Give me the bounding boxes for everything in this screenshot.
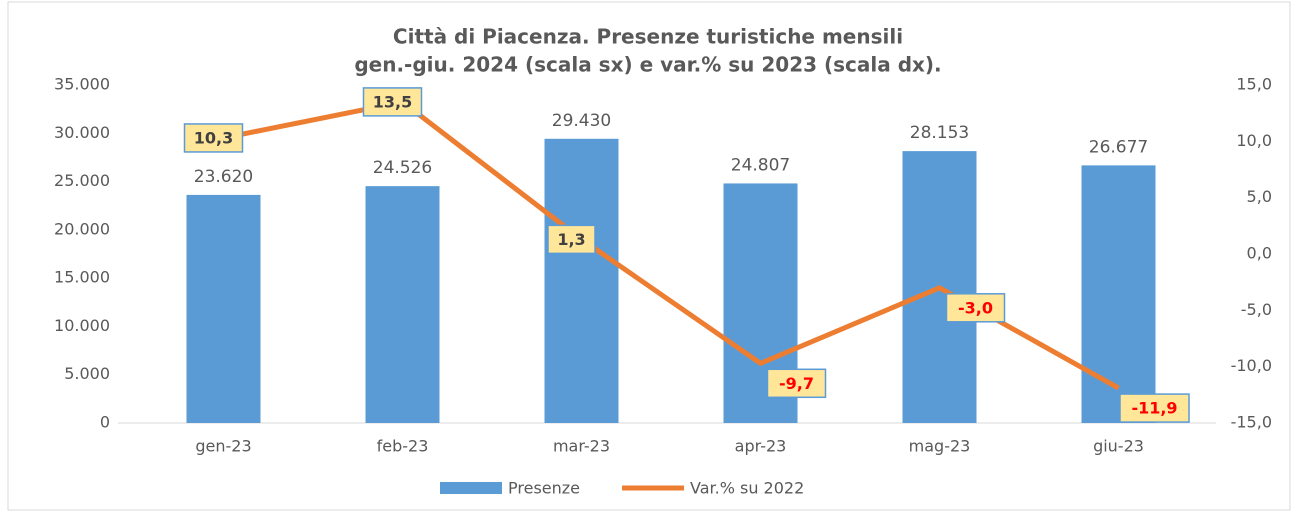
y2-tick-label: 10,0 <box>1236 131 1272 150</box>
line-label: 13,5 <box>373 92 412 111</box>
line-label: -9,7 <box>779 374 814 393</box>
x-tick-label: feb-23 <box>377 437 429 456</box>
x-tick-label: mag-23 <box>909 437 971 456</box>
line-label-box <box>183 123 244 153</box>
line-label: -11,9 <box>1131 399 1177 418</box>
line-label-box <box>1119 393 1190 423</box>
line-label-box <box>362 87 423 117</box>
x-tick-label: giu-23 <box>1093 437 1144 456</box>
bar <box>365 186 440 423</box>
bar-label: 29.430 <box>552 111 611 131</box>
y2-tick-label: -15,0 <box>1231 413 1272 432</box>
bar-label: 24.807 <box>731 155 790 175</box>
bar <box>544 138 619 423</box>
y-tick-label: 25.000 <box>54 171 110 190</box>
chart-subtitle: gen.-giu. 2024 (scala sx) e var.% su 202… <box>354 53 941 77</box>
line-label: 10,3 <box>194 128 233 147</box>
y2-tick-label: 15,0 <box>1236 75 1272 94</box>
y-tick-label: 0 <box>100 413 110 432</box>
y-tick-label: 20.000 <box>54 219 110 238</box>
x-tick-label: mar-23 <box>553 437 610 456</box>
y-tick-label: 5.000 <box>64 364 110 383</box>
y2-tick-label: -5,0 <box>1241 300 1272 319</box>
line-label-box <box>547 224 596 255</box>
x-tick-label: gen-23 <box>195 437 251 456</box>
y-tick-label: 10.000 <box>54 316 110 335</box>
line-label-box <box>766 368 827 399</box>
y2-tick-label: -10,0 <box>1231 356 1272 375</box>
y-tick-label: 30.000 <box>54 123 110 142</box>
line-label: 1,3 <box>557 230 585 249</box>
y2-tick-label: 5,0 <box>1247 187 1272 206</box>
line-label-box <box>945 293 1006 323</box>
bar-label: 24.526 <box>373 158 432 178</box>
legend-label: Var.% su 2022 <box>690 479 804 498</box>
legend-label: Presenze <box>508 479 580 498</box>
line-label: -3,0 <box>958 298 993 317</box>
chart-title: Città di Piacenza. Presenze turistiche m… <box>393 25 903 49</box>
bar <box>1081 165 1156 423</box>
y2-tick-label: 0,0 <box>1247 244 1272 263</box>
x-tick-label: apr-23 <box>735 437 787 456</box>
y-tick-label: 15.000 <box>54 268 110 287</box>
bar-label: 26.677 <box>1089 137 1148 157</box>
y-tick-label: 35.000 <box>54 75 110 94</box>
bar-label: 23.620 <box>194 167 253 187</box>
bar <box>186 194 261 423</box>
legend-swatch <box>440 482 502 494</box>
bar-label: 28.153 <box>910 123 969 143</box>
